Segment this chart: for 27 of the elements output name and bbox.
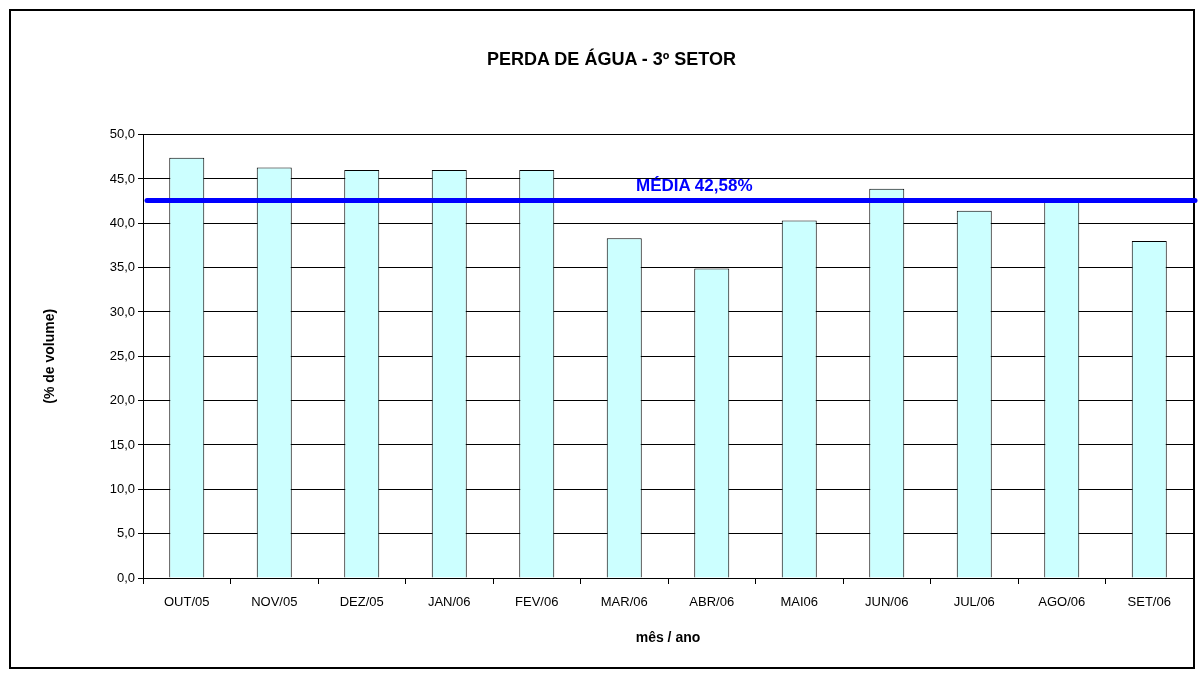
- x-tick-label: AGO/06: [1038, 594, 1086, 610]
- ref-line-label: MÉDIA 42,58%: [635, 175, 753, 195]
- x-tick-label: SET/06: [1127, 594, 1171, 610]
- x-tick-label: JUL/06: [953, 594, 995, 610]
- y-tick-label: 25,0: [109, 347, 135, 363]
- y-axis-title: (% de volume): [41, 308, 58, 404]
- chart-title: PERDA DE ÁGUA - 3º SETOR: [487, 47, 736, 69]
- y-tick-label: 35,0: [109, 259, 135, 275]
- x-tick-label: NOV/05: [251, 594, 298, 610]
- y-tick-label: 20,0: [109, 392, 135, 408]
- x-tick-label: MAI06: [780, 594, 819, 610]
- x-tick-label: OUT/05: [163, 594, 210, 610]
- y-tick-label: 50,0: [109, 126, 135, 142]
- x-tick-label: FEV/06: [515, 594, 559, 610]
- x-tick-label: MAR/06: [600, 594, 648, 610]
- y-tick-label: 0,0: [116, 569, 135, 585]
- x-tick-label: ABR/06: [689, 594, 735, 610]
- x-tick-label: JAN/06: [427, 594, 471, 610]
- y-tick-label: 30,0: [109, 303, 135, 319]
- y-tick-label: 45,0: [109, 170, 135, 186]
- x-tick-label: DEZ/05: [339, 594, 384, 610]
- y-tick-label: 10,0: [109, 480, 135, 496]
- x-tick-label: JUN/06: [865, 594, 909, 610]
- y-tick-label: 5,0: [116, 525, 135, 541]
- y-tick-label: 15,0: [109, 436, 135, 452]
- x-axis-title: mês / ano: [635, 629, 701, 646]
- y-tick-label: 40,0: [109, 214, 135, 230]
